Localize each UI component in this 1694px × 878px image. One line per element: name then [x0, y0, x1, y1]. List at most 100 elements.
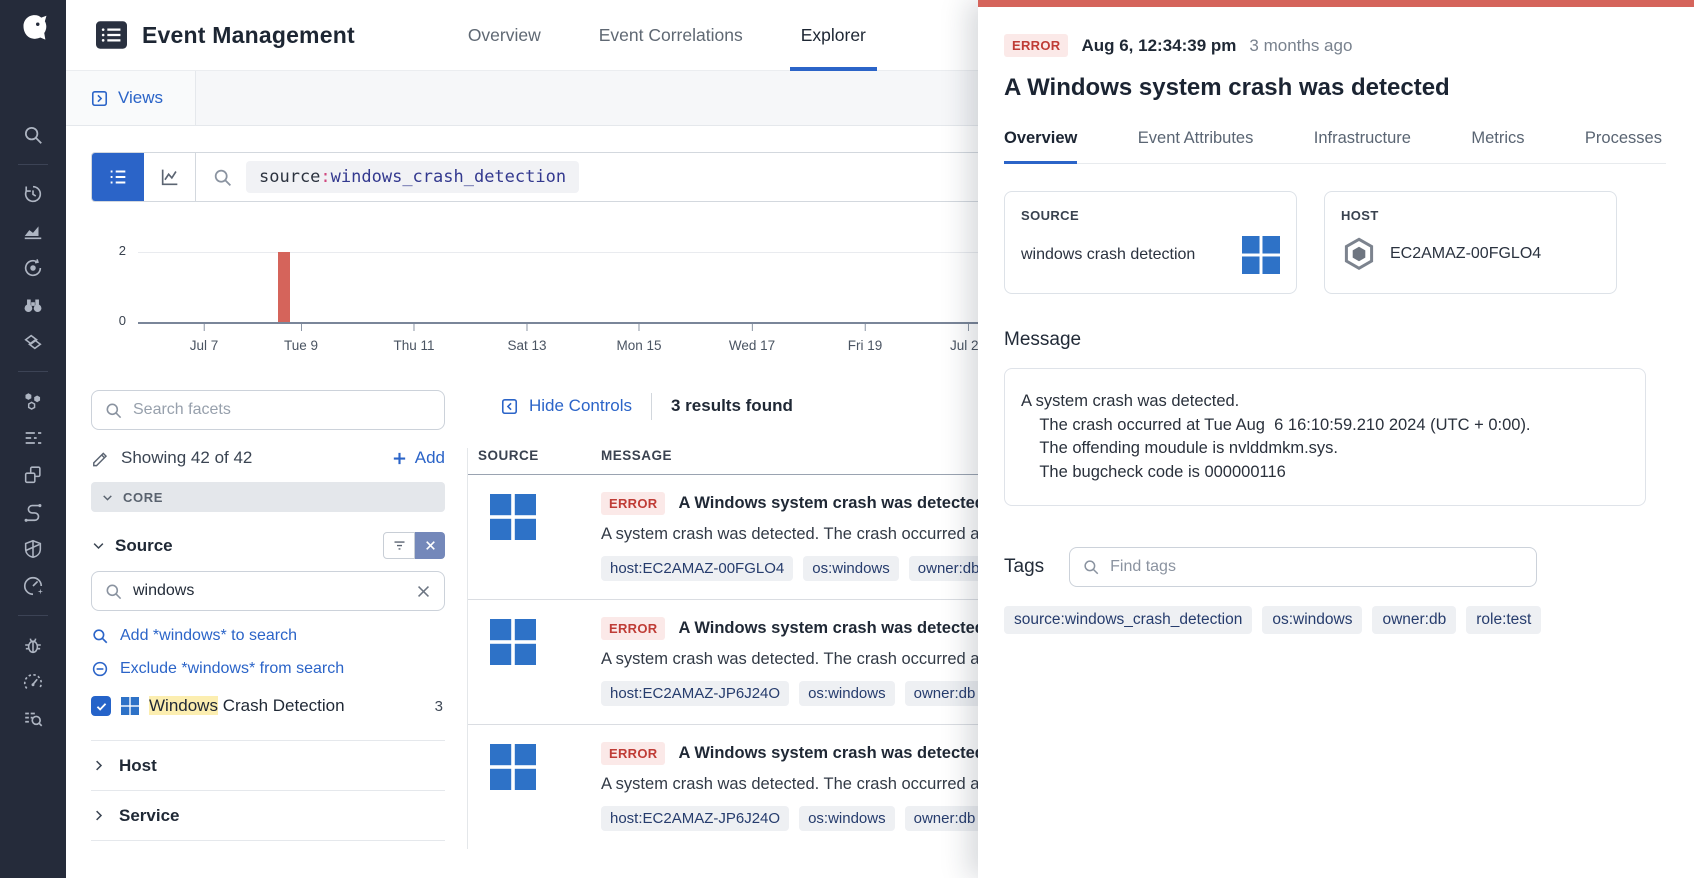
facet-option-windows-crash-detection[interactable]: Windows Crash Detection 3	[91, 696, 445, 716]
facet-group-core[interactable]: CORE	[91, 482, 445, 512]
column-source[interactable]: SOURCE	[478, 448, 539, 463]
tab-overview[interactable]: Overview	[467, 24, 541, 45]
processes-hexagons-icon[interactable]	[22, 390, 44, 412]
tags-section: Tags	[1004, 547, 1666, 588]
facet-group-host[interactable]: Host	[91, 741, 445, 790]
tab-metrics[interactable]: Metrics	[1471, 129, 1525, 147]
status-badge: ERROR	[601, 617, 666, 640]
tag-pill[interactable]: owner:db	[904, 681, 985, 706]
chevron-down-icon[interactable]	[91, 538, 106, 553]
facet-group-service[interactable]: Service	[91, 791, 445, 840]
message-line: A system crash was detected.	[1021, 392, 1240, 410]
profiling-gauge-icon[interactable]	[22, 671, 44, 693]
add-facet-button[interactable]: Add	[391, 448, 445, 468]
list-view-icon	[110, 170, 126, 184]
search-icon[interactable]	[22, 124, 44, 146]
x-tick: Mon 15	[616, 324, 661, 353]
datadog-logo[interactable]	[14, 10, 52, 48]
sidebar-divider	[18, 371, 48, 372]
goal-gauge-icon[interactable]	[22, 575, 44, 597]
search-facets-input[interactable]	[133, 401, 432, 419]
log-explorer-search-icon[interactable]	[22, 708, 44, 730]
tag-pill[interactable]: os:windows	[1262, 606, 1363, 635]
tag-pill[interactable]: owner:db	[904, 806, 985, 831]
facets-panel: Showing 42 of 42 Add CORE Source	[91, 390, 445, 841]
log-pipelines-icon[interactable]	[22, 427, 44, 449]
tag-pill[interactable]: os:windows	[799, 681, 895, 706]
event-tag-pills: source:windows_crash_detection os:window…	[1004, 606, 1666, 635]
divider	[91, 790, 445, 791]
apm-target-icon[interactable]	[22, 257, 44, 279]
exclude-windows-from-search-link[interactable]: Exclude *windows* from search	[91, 660, 445, 678]
list-view-button[interactable]	[92, 153, 144, 201]
tab-event-correlations[interactable]: Event Correlations	[598, 24, 743, 45]
facet-clear-filter-button[interactable]	[415, 532, 445, 559]
facet-filter-button[interactable]	[383, 532, 415, 559]
facet-source-search-input[interactable]	[133, 582, 405, 600]
tag-pill[interactable]: owner:db	[1372, 606, 1457, 635]
windows-logo-icon	[1242, 236, 1280, 274]
tag-pill[interactable]: host:EC2AMAZ-JP6J24O	[601, 681, 790, 706]
tab-overview[interactable]: Overview	[1004, 129, 1078, 164]
windows-logo-icon	[490, 619, 536, 665]
security-shield-icon[interactable]	[22, 538, 44, 560]
tab-processes[interactable]: Processes	[1584, 129, 1662, 147]
exclude-windows-label: Exclude *windows* from search	[120, 660, 345, 677]
core-label: CORE	[123, 489, 163, 505]
query-chip[interactable]: source: windows_crash_detection	[246, 161, 580, 193]
tab-explorer[interactable]: Explorer	[772, 0, 895, 71]
sidebar-divider	[18, 615, 48, 616]
dashboards-icon[interactable]	[22, 464, 44, 486]
source-card[interactable]: SOURCE windows crash detection	[1004, 191, 1297, 294]
host-card[interactable]: HOST EC2AMAZ-00FGLO4	[1324, 191, 1617, 294]
search-icon	[214, 169, 231, 186]
facet-quick-actions: Add *windows* to search Exclude *windows…	[91, 627, 445, 678]
x-tick: Wed 17	[729, 324, 775, 353]
column-message[interactable]: MESSAGE	[601, 448, 673, 463]
query-value: windows_crash_detection	[330, 167, 567, 187]
message-line: The crash occurred at Tue Aug 6 16:10:59…	[1021, 415, 1531, 434]
tag-pill[interactable]: host:EC2AMAZ-JP6J24O	[601, 806, 790, 831]
ci-pipelines-icon[interactable]	[22, 501, 44, 523]
search-facets-field[interactable]	[91, 390, 445, 430]
chevron-right-icon	[96, 760, 103, 771]
tag-pill[interactable]: os:windows	[803, 556, 899, 581]
metrics-chart-icon[interactable]	[22, 220, 44, 242]
tag-pill[interactable]: host:EC2AMAZ-00FGLO4	[601, 556, 794, 581]
clear-icon[interactable]	[415, 583, 432, 600]
tab-infrastructure[interactable]: Infrastructure	[1313, 129, 1411, 147]
x-axis-line	[138, 322, 1694, 324]
history-icon[interactable]	[22, 183, 44, 205]
event-search-bar[interactable]: source: windows_crash_detection	[196, 153, 1693, 201]
tag-pill[interactable]: owner:db	[908, 556, 989, 581]
error-tracking-bug-icon[interactable]	[22, 634, 44, 656]
tab-event-attributes[interactable]: Event Attributes	[1137, 129, 1254, 147]
find-tags-field[interactable]	[1069, 547, 1538, 588]
add-windows-to-search-link[interactable]: Add *windows* to search	[91, 627, 445, 645]
tag-pill[interactable]: role:test	[1466, 606, 1542, 635]
event-count-bar[interactable]	[278, 252, 290, 322]
close-icon	[425, 541, 435, 550]
hide-controls-button[interactable]: Hide Controls	[500, 396, 632, 416]
find-tags-input[interactable]	[1110, 558, 1525, 577]
checkbox-checked[interactable]	[91, 696, 111, 716]
views-button[interactable]: Views	[66, 71, 197, 125]
event-detail-panel: ERROR Aug 6, 12:34:39 pm 3 months ago A …	[978, 0, 1694, 878]
host-card-label: HOST	[1341, 208, 1379, 223]
filter-icon	[394, 541, 404, 550]
timeseries-view-button[interactable]	[144, 153, 196, 201]
y-tick-2: 2	[118, 243, 126, 258]
sidebar-divider	[18, 164, 48, 165]
integrations-layers-icon[interactable]	[22, 331, 44, 353]
facet-source-search-field[interactable]	[91, 571, 445, 611]
x-tick: Jul 7	[190, 324, 219, 353]
tag-pill[interactable]: source:windows_crash_detection	[1004, 606, 1253, 635]
edit-pencil-icon[interactable]	[91, 449, 110, 468]
search-icon	[106, 584, 122, 599]
highlighted-match: Windows	[149, 696, 218, 715]
search-icon	[1084, 560, 1099, 575]
tag-pill[interactable]: os:windows	[799, 806, 895, 831]
status-badge: ERROR	[1004, 34, 1069, 57]
watchdog-binoculars-icon[interactable]	[22, 294, 44, 316]
